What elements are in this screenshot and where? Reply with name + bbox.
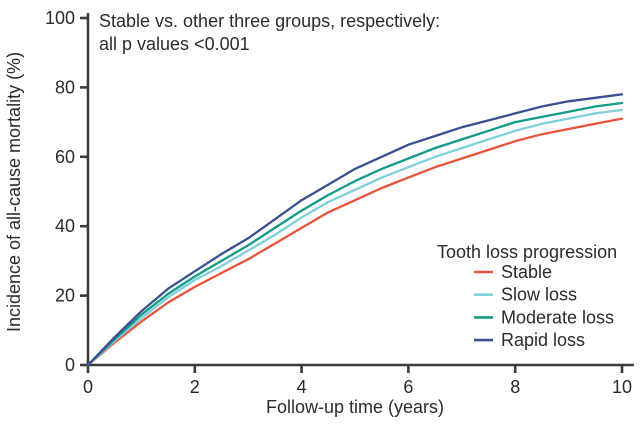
- legend-label-rapid-loss: Rapid loss: [501, 330, 585, 350]
- x-tick-label: 8: [510, 377, 520, 397]
- y-tick-label: 20: [55, 286, 75, 306]
- x-axis-title: Follow-up time (years): [266, 397, 444, 417]
- pvalue-annotation-line2: all p values <0.001: [99, 34, 250, 54]
- legend: Tooth loss progression Stable Slow lossMo…: [437, 242, 617, 350]
- x-tick-label: 4: [297, 377, 307, 397]
- y-tick-label: 100: [45, 8, 75, 28]
- y-tick-label: 0: [65, 355, 75, 375]
- legend-label-moderate-loss: Moderate loss: [501, 307, 614, 327]
- x-tick-label: 10: [612, 377, 632, 397]
- legend-label-slow-loss: Slow loss: [501, 285, 577, 305]
- y-axis-ticks: 0 20 40 60 80 100: [45, 8, 88, 375]
- series-line-rapid-loss: [86, 93, 624, 367]
- y-tick-label: 80: [55, 77, 75, 97]
- x-tick-label: 6: [403, 377, 413, 397]
- series-lines: [86, 93, 624, 367]
- series-line-slow-loss: [86, 108, 624, 367]
- y-axis-title: Incidence of all-cause mortality (%): [4, 52, 24, 332]
- y-tick-label: 60: [55, 147, 75, 167]
- legend-label-stable: Stable: [501, 262, 552, 282]
- x-tick-label: 2: [190, 377, 200, 397]
- x-tick-label: 0: [83, 377, 93, 397]
- legend-title: Tooth loss progression: [437, 242, 617, 262]
- y-tick-label: 40: [55, 216, 75, 236]
- series-line-stable: [86, 117, 624, 367]
- pvalue-annotation-line1: Stable vs. other three groups, respectiv…: [99, 11, 440, 31]
- series-line-moderate-loss: [86, 101, 624, 367]
- x-axis-ticks: 0 2 4 6 8 10: [83, 365, 632, 397]
